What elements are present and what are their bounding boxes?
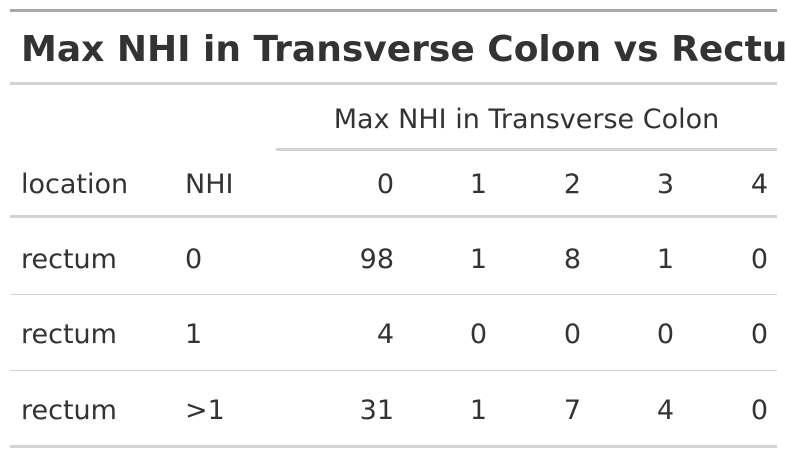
column-header-1: 1 (469, 169, 487, 200)
cell-value: 0 (656, 319, 674, 350)
table-title: Max NHI in Transverse Colon vs Rectum (21, 29, 786, 70)
cell-value: 0 (750, 319, 768, 350)
row-divider (10, 370, 777, 371)
cell-value: 7 (563, 395, 581, 426)
cell-value: 4 (376, 319, 394, 350)
cell-value: 4 (656, 395, 674, 426)
title-rule (10, 82, 777, 85)
column-spanner: Max NHI in Transverse Colon (333, 104, 720, 135)
cell-value: 0 (750, 395, 768, 426)
cell-nhi: 1 (185, 319, 203, 350)
cell-value: 1 (469, 244, 487, 275)
cell-nhi: >1 (185, 395, 225, 426)
cell-value: 1 (656, 244, 674, 275)
bottom-rule (10, 445, 777, 448)
cell-value: 0 (750, 244, 768, 275)
cell-value: 0 (469, 319, 487, 350)
cell-value: 98 (359, 244, 394, 275)
cell-location: rectum (21, 395, 117, 426)
column-header-3: 3 (656, 169, 674, 200)
column-header-location: location (21, 169, 129, 200)
cell-location: rectum (21, 244, 117, 275)
top-rule (10, 9, 777, 12)
column-header-nhi: NHI (185, 169, 234, 200)
row-divider (10, 294, 777, 295)
cell-value: 31 (359, 395, 394, 426)
header-rule (10, 215, 777, 218)
cell-nhi: 0 (185, 244, 203, 275)
cell-value: 8 (563, 244, 581, 275)
spanner-rule (276, 148, 777, 151)
column-header-0: 0 (376, 169, 394, 200)
cell-value: 1 (469, 395, 487, 426)
column-header-4: 4 (750, 169, 768, 200)
cell-value: 0 (563, 319, 581, 350)
column-header-2: 2 (563, 169, 581, 200)
cell-location: rectum (21, 319, 117, 350)
